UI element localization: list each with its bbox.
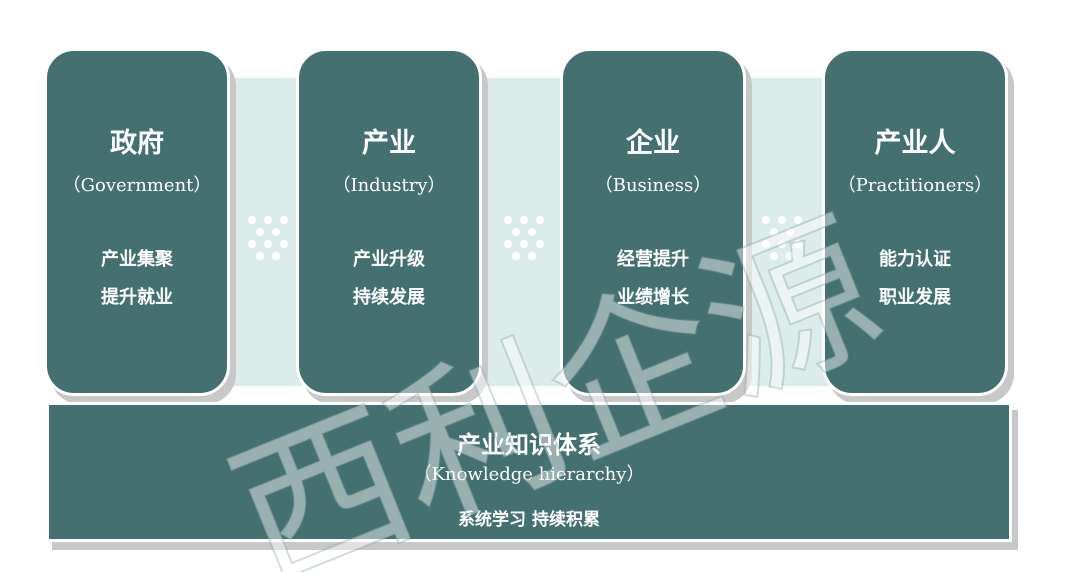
pillar-desc-2: 职业发展 [879, 287, 951, 308]
pillar-subtitle: （Practitioners） [837, 175, 993, 196]
pillar-desc-1: 产业升级 [353, 249, 425, 270]
pillar-practitioners: 产业人 （Practitioners） 能力认证 职业发展 [822, 48, 1008, 396]
foundation-subtitle: （Knowledge hierarchy） [413, 464, 645, 485]
foundation-title: 产业知识体系 [457, 430, 601, 459]
pillar-desc-1: 能力认证 [879, 249, 951, 270]
pillar-desc-2: 持续发展 [353, 287, 425, 308]
pillar-desc-2: 提升就业 [101, 287, 173, 308]
pillar-title: 企业 [626, 128, 680, 159]
pillar-subtitle: （Government） [62, 175, 212, 196]
pillar-subtitle: （Industry） [332, 175, 446, 196]
pillar-title: 产业人 [874, 128, 956, 159]
foundation-knowledge-hierarchy: 产业知识体系 （Knowledge hierarchy） 系统学习 持续积累 [46, 402, 1012, 542]
pillar-business: 企业 （Business） 经营提升 业绩增长 [560, 48, 746, 396]
pillar-desc-1: 经营提升 [617, 249, 689, 270]
pillar-subtitle: （Business） [594, 175, 712, 196]
pillar-title: 产业 [362, 128, 416, 159]
pillar-industry: 产业 （Industry） 产业升级 持续发展 [296, 48, 482, 396]
dot-cluster-2 [504, 216, 544, 260]
pillar-government: 政府 （Government） 产业集聚 提升就业 [44, 48, 230, 396]
pillar-desc-2: 业绩增长 [617, 287, 689, 308]
dot-cluster-1 [248, 216, 288, 260]
pillar-desc-1: 产业集聚 [101, 249, 173, 270]
dot-cluster-3 [762, 216, 802, 260]
pillar-title: 政府 [110, 128, 164, 159]
foundation-desc: 系统学习 持续积累 [458, 510, 600, 530]
